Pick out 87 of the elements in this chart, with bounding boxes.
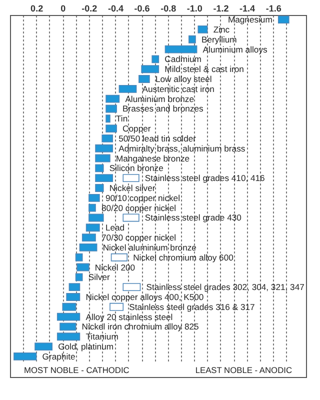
bar [188,35,196,44]
y-tick-label: Austenitic cast iron [142,84,215,94]
bar [95,174,114,182]
x-tick-label: -1.2 [213,4,229,14]
bar [164,45,198,54]
bar [106,114,110,123]
x-tick-label: -0.4 [108,4,124,14]
bar [75,253,83,262]
bar [82,234,96,242]
y-tick-label: Stainless steel grade 430 [144,212,242,223]
bar [34,342,52,350]
bar [152,55,160,64]
bar [138,75,150,83]
y-tick-label: Mild steel & cast iron [164,64,244,74]
bar [56,312,80,321]
bar [60,322,76,331]
y-tick-label: Titanium [86,332,118,342]
text: LEAST NOBLE - ANODIC [195,365,292,375]
y-tick-label: Nickel chromium alloy 600 [133,252,234,262]
y-tick-label: Manganese bronze [116,153,190,164]
y-tick-label: Stainless steel grades 302, 304, 321, 347 [146,282,305,292]
y-tick-label: 90/10 copper nickel [105,192,180,203]
y-tick-label: Nickel silver [109,183,156,193]
bar [86,224,100,232]
bar [88,194,100,202]
y-tick-label: Nickel iron chromium alloy 825 [82,322,200,332]
x-tick-label: -0.2 [82,4,98,14]
y-tick-label: Gold, platinum [58,342,114,352]
x-tick-label: -0.8 [160,4,176,14]
y-tick-label: Tin [116,114,128,124]
bar [278,16,290,24]
bar [66,293,80,301]
bar [14,352,37,360]
y-tick-label: 50/50 lead tin solder [118,133,196,144]
x-tick-label: -0.6 [134,4,150,14]
bar [95,164,104,172]
bar [88,214,104,222]
y-tick-label: Admiralty brass, aluminium brass [118,143,246,154]
bar [110,302,124,311]
y-tick-label: Silver [88,272,110,282]
bar [88,204,96,212]
x-tick-label: 0.2 [30,4,44,14]
bar [118,84,137,93]
bar [106,124,117,133]
y-tick-label: Alloy 20 stainless steel [86,312,173,322]
y-tick-label: Brasses and bronzes [122,104,204,114]
y-tick-label: Lead [105,222,125,233]
bar [106,94,120,103]
bar [95,144,114,152]
y-tick-label: Stainless steel grades 316 & 317 [129,302,256,312]
bar [75,273,83,282]
y-tick-label: Nickel aluminium bronze [102,242,197,252]
y-tick-label: 80/20 copper nickel [102,202,176,213]
y-tick-label: Graphite [42,351,76,362]
bar [62,302,76,311]
y-tick-label: Stainless steel grades 410, 416 [144,173,266,184]
y-tick-label: Aluminium bronze [125,94,194,104]
x-tick-label: -1.4 [240,4,256,14]
y-tick-label: Copper [122,124,151,134]
bar [122,174,140,182]
bar [76,263,90,272]
y-tick-label: Low alloy steel [155,74,212,84]
y-tick-label: Beryllium [201,34,237,44]
bar [141,65,160,74]
bar [95,184,104,192]
bar [56,332,80,341]
bar [79,243,98,252]
y-tick-label: Magnesium [228,14,272,25]
bar [110,253,128,262]
bar [122,214,140,222]
y-tick-label: Nickel copper alloys 400, K500 [86,292,204,302]
x-tick-label: 0 [60,4,66,14]
y-tick-label: Zinc [213,24,230,34]
y-tick-label: Aluminium alloys [202,44,268,54]
y-tick-label: Cadmium [164,54,202,64]
bar [106,104,117,113]
y-tick-label: Silicon bronze [109,163,164,174]
bar [95,154,110,162]
x-tick-label: -1.6 [266,4,282,14]
bar [198,26,208,34]
y-tick-label: 70/30 copper nickel [102,232,176,243]
bar [122,283,141,292]
x-tick-label: -1.0 [186,4,202,14]
text: MOST NOBLE - CATHODIC [24,365,130,375]
bar [102,134,114,142]
bar [68,283,80,292]
y-tick-label: Nickel 200 [94,262,136,272]
